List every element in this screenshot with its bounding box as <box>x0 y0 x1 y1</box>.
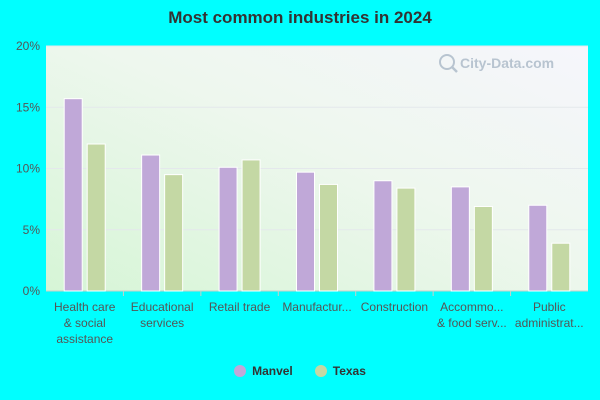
legend-label-manvel: Manvel <box>252 364 293 378</box>
bar-texas-2 <box>241 159 261 292</box>
bar-manvel-2 <box>218 166 238 292</box>
x-tick-label-line: & social <box>64 316 106 330</box>
x-axis-ticks: Health care & social assistance Educational… <box>54 291 584 346</box>
x-tick-label: Construction <box>361 300 428 314</box>
bar-manvel-5 <box>450 186 470 292</box>
x-tick-label: Health care & social assistance <box>54 300 116 346</box>
x-tick-label: Public administrat... <box>515 300 584 330</box>
x-tick-label-line: Educational <box>131 300 194 314</box>
x-tick-label-line: Manufactur... <box>282 300 351 314</box>
watermark-text: City-Data.com <box>460 55 554 71</box>
legend-swatch-texas <box>314 365 327 377</box>
x-tick-label-line: Public <box>533 300 566 314</box>
x-tick-label: Accommo... & food serv... <box>437 300 507 330</box>
bar-manvel-0 <box>63 98 83 292</box>
x-tick-label-line: Health care <box>54 300 116 314</box>
magnifier-icon <box>439 54 458 73</box>
watermark: City-Data.com <box>439 54 554 73</box>
bar-texas-0 <box>86 143 106 292</box>
bar-texas-3 <box>319 183 338 292</box>
x-tick-label-line: Retail trade <box>209 300 271 314</box>
legend-item-manvel: Manvel <box>234 364 293 378</box>
x-tick-label-line: & food serv... <box>437 316 507 330</box>
bar-texas-4 <box>396 187 416 292</box>
x-tick-label: Manufactur... <box>282 300 351 314</box>
bar-manvel-6 <box>528 204 548 292</box>
legend-item-texas: Texas <box>314 364 366 378</box>
bar-texas-1 <box>164 174 184 292</box>
bars <box>63 98 571 292</box>
y-tick-label: 5% <box>23 223 41 237</box>
x-tick-label-line: assistance <box>56 332 113 346</box>
x-tick-label-line: Accommo... <box>440 300 503 314</box>
x-tick-label-line: services <box>140 316 184 330</box>
chart-title: Most common industries in 2024 <box>168 8 432 27</box>
x-tick-label: Retail trade <box>209 300 271 314</box>
bar-texas-5 <box>473 205 493 292</box>
bar-manvel-1 <box>141 154 161 292</box>
bar-manvel-4 <box>373 180 393 292</box>
legend-swatch-manvel <box>234 365 247 377</box>
y-tick-label: 15% <box>16 100 40 114</box>
legend: Manvel Texas <box>0 364 600 378</box>
x-tick-label-line: administrat... <box>515 316 584 330</box>
x-tick-label-line: Construction <box>361 300 428 314</box>
legend-label-texas: Texas <box>332 364 366 378</box>
y-axis-ticks: 0% 5% 10% 15% 20% <box>16 39 40 298</box>
y-tick-label: 10% <box>16 162 40 176</box>
y-tick-label: 20% <box>16 39 40 53</box>
x-tick-label: Educational services <box>131 300 194 330</box>
y-tick-label: 0% <box>23 284 41 298</box>
bar-texas-6 <box>551 242 571 292</box>
gridlines <box>46 45 588 292</box>
bar-manvel-3 <box>296 171 315 292</box>
